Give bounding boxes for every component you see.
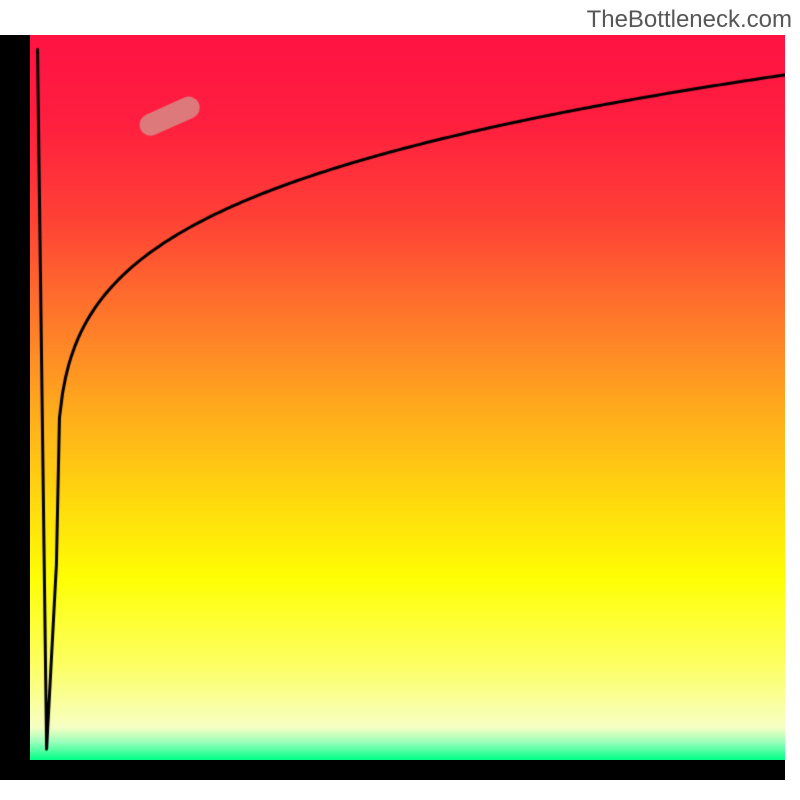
chart-stage: TheBottleneck.com <box>0 0 800 800</box>
plot-area <box>30 35 785 780</box>
axis-bottom-bar <box>0 760 785 780</box>
chart-canvas <box>30 35 785 780</box>
axis-left-bar <box>0 35 30 780</box>
attribution-label: TheBottleneck.com <box>587 6 792 34</box>
